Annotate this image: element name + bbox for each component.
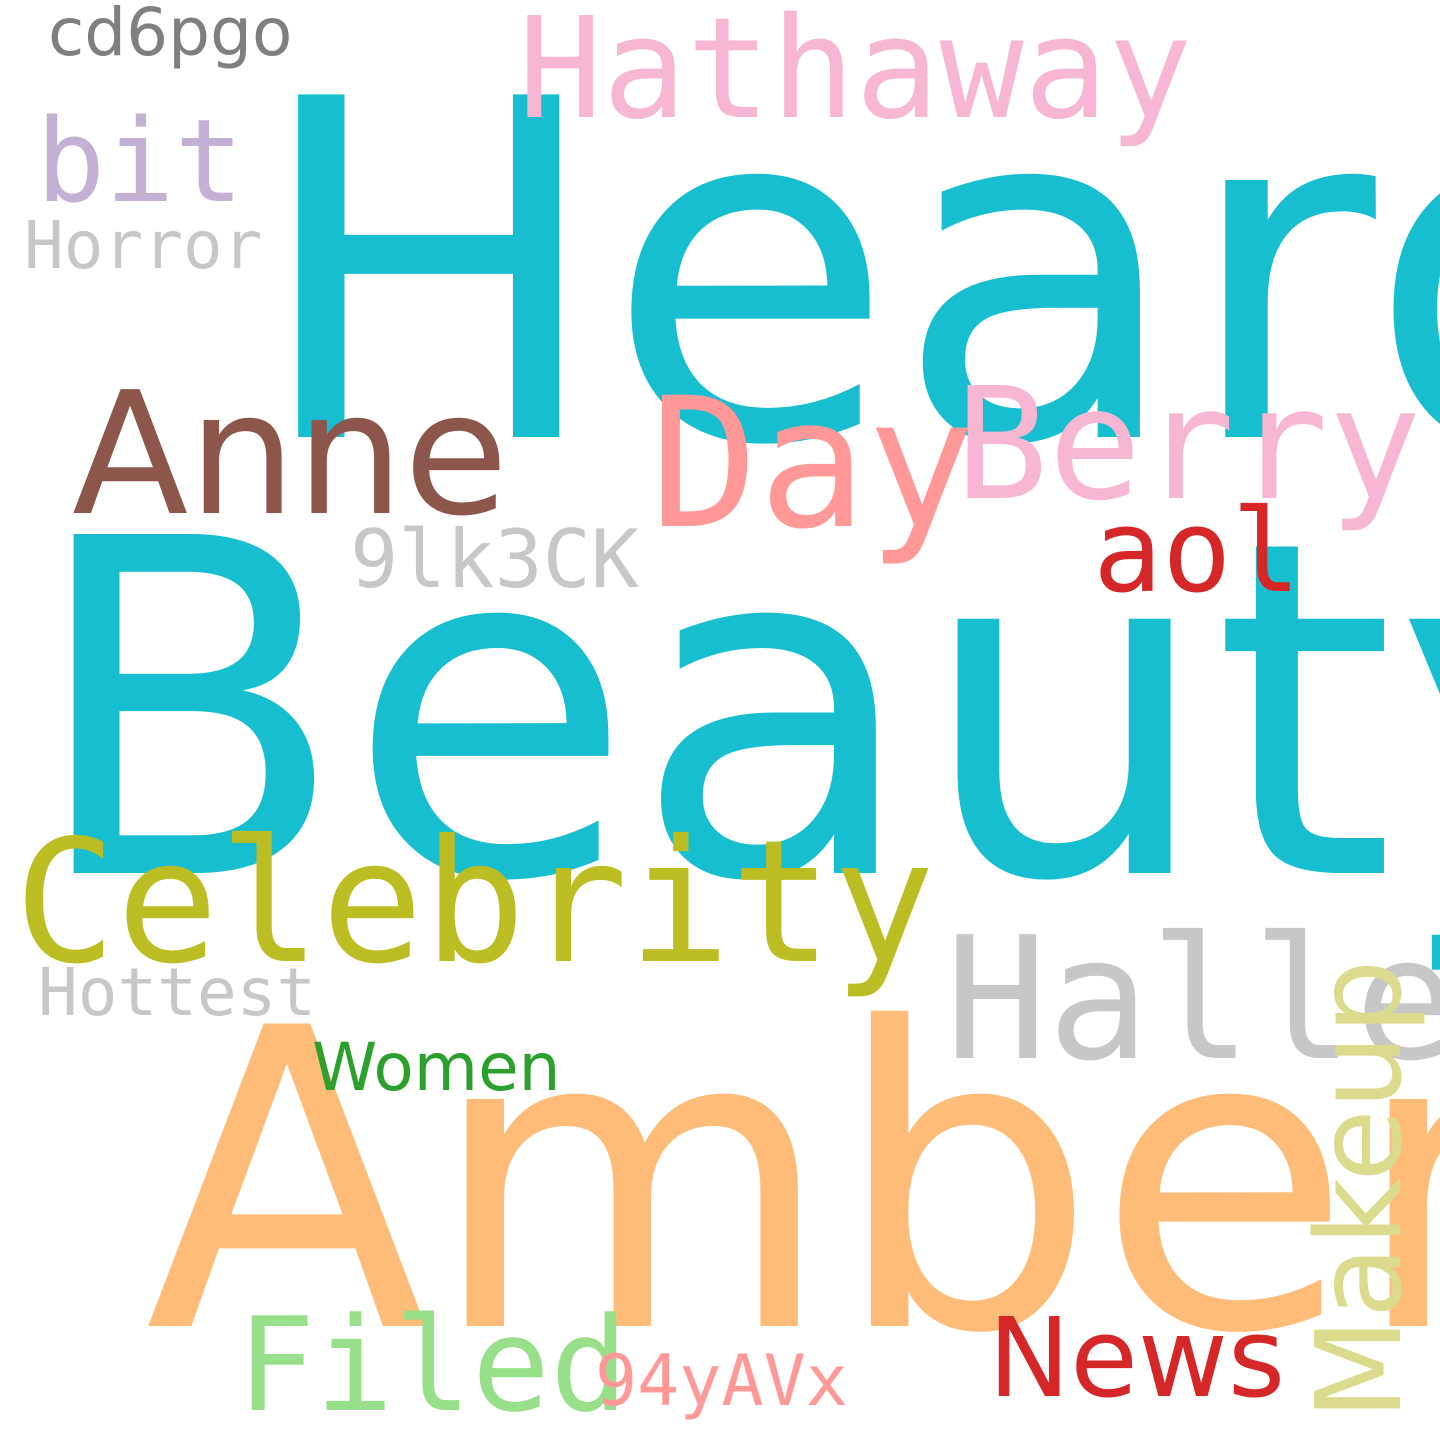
word-hathaway: Hathaway	[518, 0, 1193, 151]
word-beauty: Beauty	[28, 441, 1440, 983]
word-halle: Halle	[945, 901, 1440, 1099]
word-filed: Filed	[237, 1289, 629, 1440]
word-amber: Amber	[145, 941, 1440, 1424]
word-aol: aol	[1093, 485, 1301, 619]
word-news: News	[988, 1294, 1286, 1422]
word-makeup: Makeup	[1290, 959, 1428, 1420]
word-day: Day	[650, 360, 976, 569]
word-heard: Heard	[252, 1, 1440, 548]
word-bit: bit	[36, 95, 244, 229]
word-celebrity: Celebrity	[14, 804, 936, 1002]
word-cd6pgo: cd6pgo	[48, 0, 293, 71]
word-horror: Horror	[24, 207, 263, 284]
word-anne: Anne	[72, 356, 509, 554]
word-9lk3ck: 9lk3CK	[350, 513, 639, 606]
word-hottest: Hottest	[38, 954, 317, 1031]
word-women: Women	[312, 1029, 561, 1106]
word-94yavx: 94yAVx	[595, 1340, 848, 1422]
word-berry: Berry	[955, 354, 1422, 535]
